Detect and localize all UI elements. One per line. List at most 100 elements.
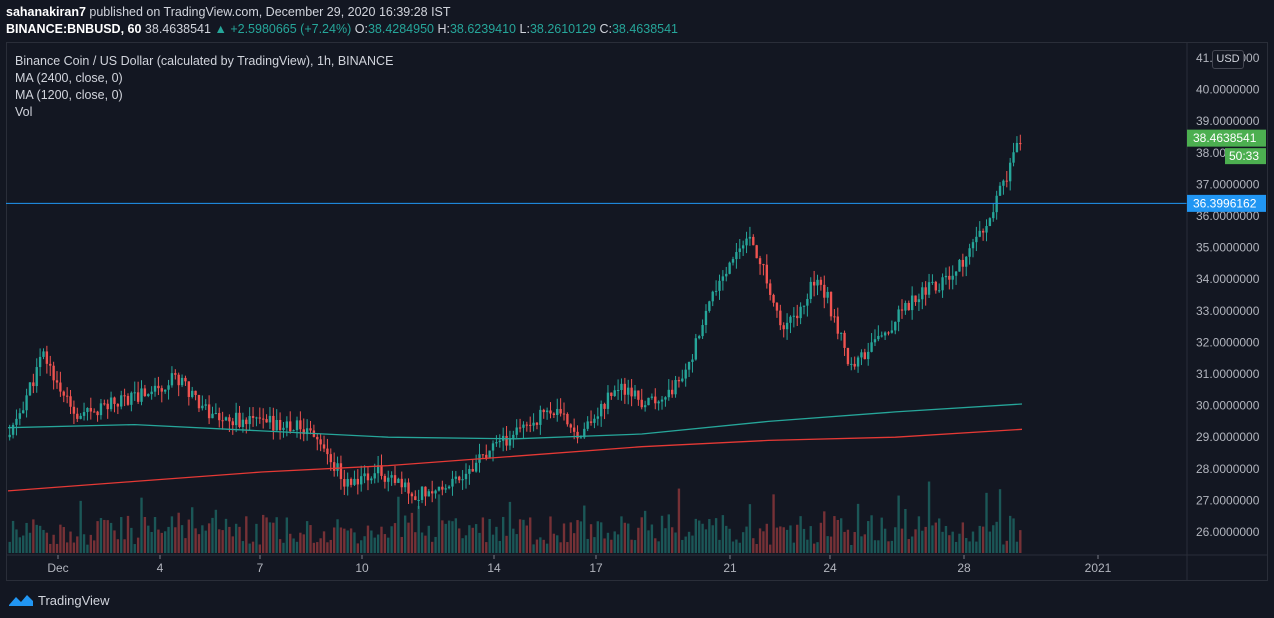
candle-body [414,496,417,500]
candle-body [153,385,157,392]
price-tick-label: 27.0000000 [1196,493,1260,507]
candle-body [444,488,447,490]
time-tick-label: 28 [957,561,971,575]
volume-bar [698,520,701,553]
candle-body [559,408,562,414]
candle-body [870,342,873,352]
volume-bar [49,543,52,553]
legend-volume[interactable]: Vol [15,105,33,119]
candle-body [393,475,397,483]
volume-bar [11,520,15,553]
volume-bar [207,523,211,553]
candle-body [988,218,992,227]
open-label: O: [354,22,368,36]
volume-bar [407,522,410,553]
candle-body [572,427,576,432]
volume-bar [245,516,248,553]
volume-bar [667,514,670,553]
volume-bar [116,539,120,553]
candle-body [11,424,15,435]
volume-bar [853,532,856,553]
volume-bar [711,525,714,553]
high-value: 38.6239410 [449,22,517,36]
candle-body [995,195,998,213]
volume-bar [670,527,674,553]
candle-body [978,230,981,237]
candle-body [103,403,106,405]
volume-bar [640,517,643,553]
volume-bar [93,540,96,553]
candle-body [880,335,883,337]
volume-bar [839,518,843,553]
candle-body [420,486,424,500]
candle-body [353,478,356,485]
price-tick-label: 30.0000000 [1196,399,1260,413]
candle-body [272,415,275,431]
volume-bar [461,538,464,553]
candle-body [515,427,518,435]
candle-body [234,412,238,426]
volume-bar [559,542,562,553]
candle-body [346,478,349,487]
candle-body [458,476,461,481]
volume-bar [194,528,197,553]
candle-body [441,486,444,490]
volume-bar [113,530,116,553]
volume-bar [99,518,103,553]
volume-bar [843,531,846,553]
volume-bar [120,517,123,553]
candle-body [735,252,738,260]
candle-body [221,420,224,422]
volume-bar [535,539,539,553]
candle-body [802,305,806,307]
candle-body [883,332,887,336]
footer-brand[interactable]: TradingView [8,591,110,609]
ma-2400-line [7,403,1023,440]
time-axis[interactable]: Dec 4 7 10 14 17 21 24 28 2021 [47,555,1112,575]
volume-bar [18,537,22,553]
legend-ma-2400[interactable]: MA (2400, close, 0) [15,71,123,85]
volume-bar [529,517,532,553]
volume-bar [447,520,451,553]
candle-body [366,473,370,481]
volume-bar [332,527,336,553]
candle-body [471,469,474,472]
legend-ma-1200[interactable]: MA (1200, close, 0) [15,88,123,102]
candle-body [691,359,694,362]
volume-bar [295,541,299,553]
candle-body [701,325,704,337]
publisher-name[interactable]: sahanakiran7 [6,5,86,19]
chart-legend: Binance Coin / US Dollar (calculated by … [15,53,393,121]
volume-bar [944,525,948,553]
volume-bar [28,532,32,553]
volume-bar [417,505,420,553]
time-tick-label: 24 [823,561,837,575]
volume-bar [360,540,363,553]
volume-bar [812,543,816,553]
volume-bar [140,497,143,553]
volume-bar [1002,544,1005,553]
candle-body [752,236,755,246]
candle-body [630,387,633,397]
volume-bar [539,537,542,553]
candle-body [887,332,890,334]
candle-body [958,259,961,272]
candle-body [485,454,488,458]
volume-bar [593,537,596,553]
price-tick-label: 40.0000000 [1196,83,1260,97]
candle-body [403,482,407,488]
volume-bar [238,526,241,553]
volume-bar [184,538,187,553]
volume-bar [464,535,468,553]
volume-bar [35,524,38,553]
volume-bar [434,536,437,553]
time-tick-label: 2021 [1085,561,1112,575]
volume-bar [677,488,681,553]
candle-body [948,275,951,280]
price-axis[interactable]: 41.000000040.000000039.000000038.0000000… [1196,51,1260,539]
volume-bar [322,531,326,553]
candle-body [589,421,593,423]
candle-body [343,479,346,487]
currency-button[interactable]: USD [1212,50,1244,69]
